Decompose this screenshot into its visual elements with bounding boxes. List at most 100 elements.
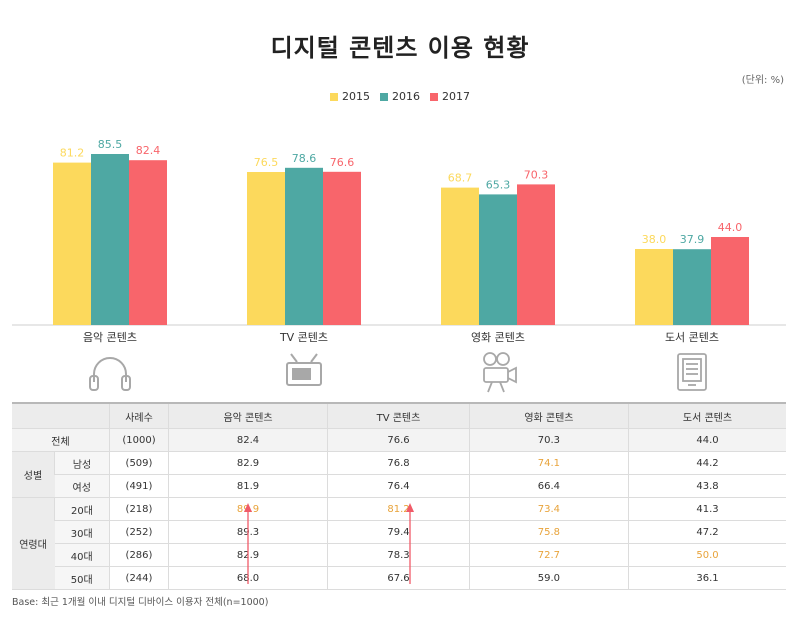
category-label: 도서 콘텐츠 [665,331,719,344]
data-label: 81.2 [60,147,85,160]
data-table: 사례수 음악 콘텐츠 TV 콘텐츠 영화 콘텐츠 도서 콘텐츠 전체 (1000)… [12,402,786,590]
legend-label: 2016 [392,90,420,103]
legend-swatch [380,92,388,101]
table-cell: 74.1 [468,451,629,475]
table-cell: 78.3 [327,543,470,567]
sample-size: (218) [109,497,169,521]
table-cell: 89.9 [167,497,328,521]
bar-2016-3 [673,249,711,325]
legend-label: 2015 [342,90,370,103]
table-header-movie: 영화 콘텐츠 [468,402,629,429]
data-label: 76.6 [330,156,355,169]
data-label: 44.0 [718,221,743,234]
table-row-age: 40대 (286) 82.9 78.3 72.7 50.0 [12,543,786,567]
data-label: 70.3 [524,168,549,181]
page-title: 디지털 콘텐츠 이용 현황 [270,34,530,62]
sample-size: (244) [109,566,169,590]
category-label: 음악 콘텐츠 [83,331,137,344]
tv-icon [286,353,322,386]
category-label: TV 콘텐츠 [279,331,328,344]
legend-label: 2017 [442,90,470,103]
unit-label: (단위: %) [741,75,784,86]
table-cell: 36.1 [627,566,786,590]
data-label: 76.5 [254,156,279,169]
sample-size: (286) [109,543,169,567]
table-row-gender: 여성 (491) 81.9 76.4 66.4 43.8 [12,474,786,498]
table-cell: 75.8 [468,520,629,544]
table-cell: 41.3 [627,497,786,521]
table-cell: 70.3 [468,428,629,452]
headphones-icon [89,357,131,391]
table-cell: 82.9 [167,543,328,567]
table-cell: 76.4 [327,474,470,498]
table-cell: 76.6 [327,428,470,452]
table-cell: 66.4 [468,474,629,498]
bar-2016-1 [285,167,323,325]
table-cell: 67.6 [327,566,470,590]
table-cell: 81.9 [167,474,328,498]
table-cell: 79.4 [327,520,470,544]
row-label: 전체 [12,428,110,452]
table-cell: 68.0 [167,566,328,590]
base-note: Base: 최근 1개월 이내 디지털 디바이스 이용자 전체(n=1000) [12,597,269,608]
data-label: 68.7 [448,172,473,185]
data-label: 85.5 [98,138,123,151]
table-cell: 50.0 [627,543,786,567]
table-cell: 81.2 [327,497,470,521]
bar-2017-2 [517,184,555,325]
row-label: 여성 [54,474,110,498]
row-label: 20대 [54,497,110,521]
table-header-tv: TV 콘텐츠 [327,402,470,429]
row-label: 40대 [54,543,110,567]
legend-item-2015: 2015 [330,90,370,103]
data-table-wrap: 사례수 음악 콘텐츠 TV 콘텐츠 영화 콘텐츠 도서 콘텐츠 전체 (1000)… [12,402,786,590]
table-cell: 82.9 [167,451,328,475]
table-cell: 44.0 [627,428,786,452]
table-cell: 73.4 [468,497,629,521]
sample-size: (491) [109,474,169,498]
bar-2016-0 [91,154,129,325]
table-header-n: 사례수 [109,402,169,429]
bar-2015-3 [635,249,673,325]
table-row-total: 전체 (1000) 82.4 76.6 70.3 44.0 [12,428,786,452]
table-cell: 59.0 [468,566,629,590]
table-row-age: 50대 (244) 68.0 67.6 59.0 36.1 [12,566,786,590]
table-header-row: 사례수 음악 콘텐츠 TV 콘텐츠 영화 콘텐츠 도서 콘텐츠 [12,402,786,429]
row-label: 30대 [54,520,110,544]
row-label: 남성 [54,451,110,475]
group-label: 성별 [12,451,55,498]
bar-2015-1 [247,172,285,325]
table-cell: 72.7 [468,543,629,567]
table-cell: 82.4 [167,428,328,452]
ebook-icon [677,353,707,391]
bar-2017-3 [711,237,749,325]
bar-2016-2 [479,194,517,325]
data-label: 65.3 [486,178,511,191]
sample-size: (1000) [109,428,169,452]
table-header-music: 음악 콘텐츠 [167,402,328,429]
table-cell: 89.3 [167,520,328,544]
movie-camera-icon [483,352,517,393]
bar-2017-0 [129,160,167,325]
bar-2015-0 [53,162,91,325]
bar-2015-2 [441,187,479,325]
legend: 2015 2016 2017 [0,90,800,103]
table-cell: 43.8 [627,474,786,498]
table-cell: 44.2 [627,451,786,475]
bar-2017-1 [323,171,361,325]
legend-swatch [430,92,438,101]
legend-item-2016: 2016 [380,90,420,103]
legend-swatch [330,92,338,101]
category-label: 영화 콘텐츠 [471,331,525,344]
data-label: 38.0 [642,233,667,246]
table-row-gender: 성별 남성 (509) 82.9 76.8 74.1 44.2 [12,451,786,498]
data-label: 82.4 [136,144,161,157]
table-row-age: 연령대 20대 (218) 89.9 81.2 73.4 41.3 [12,497,786,590]
table-cell: 76.8 [327,451,470,475]
sample-size: (509) [109,451,169,475]
data-label: 37.9 [680,233,705,246]
sample-size: (252) [109,520,169,544]
bar-chart: 81.2 85.5 82.4 음악 콘텐츠 76.5 78.6 76.6 TV 콘텐츠 68.7… [12,138,786,393]
table-header-blank [12,402,110,429]
data-label: 78.6 [292,152,317,165]
